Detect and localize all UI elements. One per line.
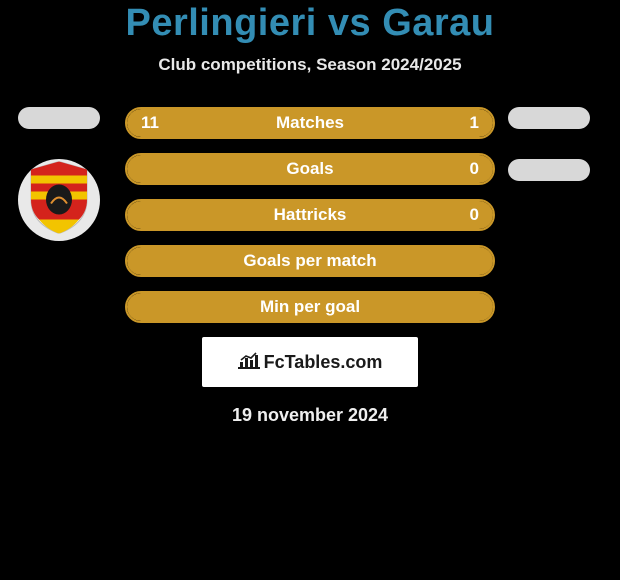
pill-left-top <box>18 107 100 129</box>
stat-row: Goals per match <box>125 245 495 277</box>
stat-row: Goals0 <box>125 153 495 185</box>
stat-label: Goals per match <box>127 251 493 271</box>
team-badge-left <box>18 159 100 241</box>
stat-value-right: 1 <box>470 113 479 133</box>
stat-label: Hattricks <box>127 205 493 225</box>
badge-icon <box>29 162 89 239</box>
pill-right-top <box>508 107 590 129</box>
date-label: 19 november 2024 <box>0 405 620 426</box>
chart-icon <box>238 351 260 374</box>
stat-value-left: 11 <box>141 113 159 133</box>
stat-value-right: 0 <box>470 159 479 179</box>
stat-value-right: 0 <box>470 205 479 225</box>
logo-box[interactable]: FcTables.com <box>202 337 418 387</box>
stat-row: Matches111 <box>125 107 495 139</box>
pill-right-mid <box>508 159 590 181</box>
stat-row: Min per goal <box>125 291 495 323</box>
stats-area: Matches111Goals0Hattricks0Goals per matc… <box>0 107 620 426</box>
stat-label: Goals <box>127 159 493 179</box>
page-title: Perlingieri vs Garau <box>0 2 620 45</box>
stat-label: Min per goal <box>127 297 493 317</box>
stat-label: Matches <box>127 113 493 133</box>
subtitle: Club competitions, Season 2024/2025 <box>0 55 620 75</box>
stat-row: Hattricks0 <box>125 199 495 231</box>
stat-rows: Matches111Goals0Hattricks0Goals per matc… <box>125 107 495 323</box>
logo-text: FcTables.com <box>264 352 383 373</box>
